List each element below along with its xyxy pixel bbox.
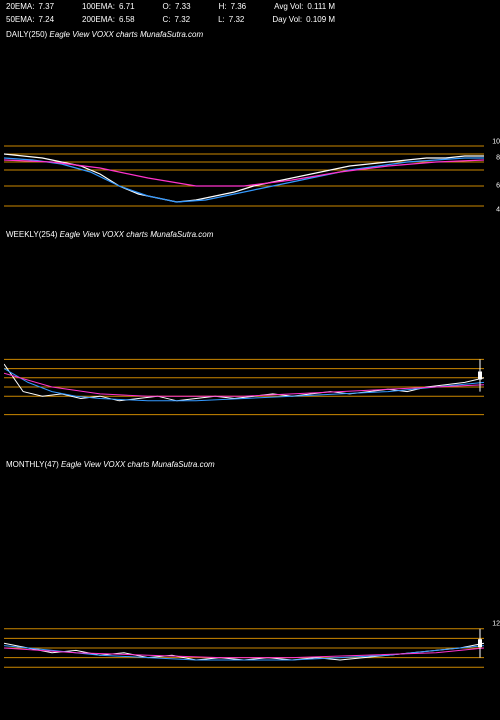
stat-open: O:7.33 (163, 2, 191, 11)
header-row-2: 50EMA:7.24 200EMA:6.58 C:7.32 L:7.32 Day… (0, 13, 500, 26)
chart-panel-1: WEEKLY(254) Eagle View VOXX charts Munaf… (0, 226, 500, 456)
y-tick: 4 (496, 207, 500, 214)
chart-panel-0: DAILY(250) Eagle View VOXX charts Munafa… (0, 26, 500, 226)
stat-20ema: 20EMA:7.37 (6, 2, 54, 11)
panel-title: DAILY(250) Eagle View VOXX charts Munafa… (6, 30, 203, 39)
y-axis: 10 8 6 4 (484, 26, 500, 226)
y-tick: 12 (492, 621, 500, 628)
chart-area: 10864 (4, 26, 484, 226)
y-tick: 6 (496, 183, 500, 190)
chart-area: 12 (4, 456, 484, 696)
header-row-1: 20EMA:7.37 100EMA:6.71 O:7.33 H:7.36 Avg… (0, 0, 500, 13)
y-tick: 8 (496, 155, 500, 162)
stat-dayvol: Day Vol:0.109 M (272, 15, 335, 24)
stat-50ema: 50EMA:7.24 (6, 15, 54, 24)
stat-avgvol: Avg Vol:0.111 M (274, 2, 335, 11)
chart-area (4, 226, 484, 456)
y-tick: 10 (492, 139, 500, 146)
stat-close: C:7.32 (163, 15, 191, 24)
panel-title: MONTHLY(47) Eagle View VOXX charts Munaf… (6, 460, 215, 469)
stat-low: L:7.32 (218, 15, 244, 24)
chart-panel-2: MONTHLY(47) Eagle View VOXX charts Munaf… (0, 456, 500, 696)
stat-100ema: 100EMA:6.71 (82, 2, 134, 11)
y-axis (484, 226, 500, 456)
y-axis: 12 (484, 456, 500, 696)
panel-title: WEEKLY(254) Eagle View VOXX charts Munaf… (6, 230, 213, 239)
stat-200ema: 200EMA:6.58 (82, 15, 134, 24)
stat-high: H:7.36 (219, 2, 247, 11)
